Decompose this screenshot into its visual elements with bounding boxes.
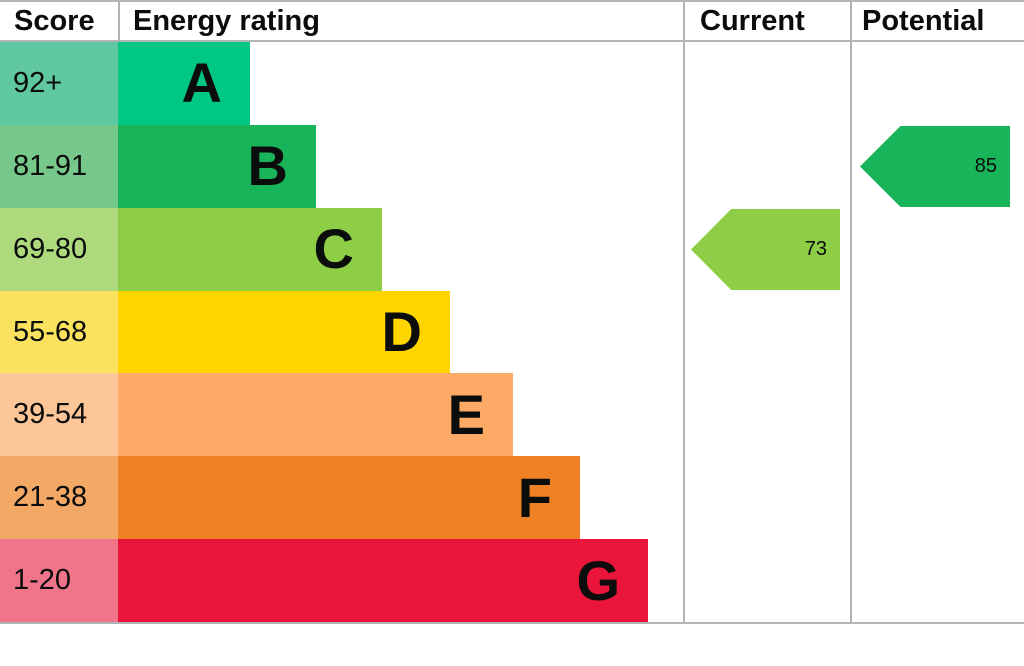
potential-rating-value: 85	[974, 155, 997, 177]
rating-row-d: 55-68 D	[0, 290, 683, 374]
rating-row-a: 92+ A	[0, 42, 683, 125]
score-range-cell: 92+	[0, 42, 118, 125]
rating-letter: G	[576, 548, 620, 612]
rating-rows: 92+ A 81-91 B 69-80 C 55-68 D 39-54	[0, 42, 683, 623]
score-range-cell: 55-68	[0, 290, 118, 374]
rating-row-e: 39-54 E	[0, 373, 683, 457]
rating-row-b: 81-91 B	[0, 124, 683, 208]
score-range-cell: 69-80	[0, 207, 118, 291]
rating-bar-f: F	[118, 456, 580, 540]
rating-letter: D	[381, 300, 422, 363]
table-top-border	[0, 0, 1024, 2]
score-range-cell: 1-20	[0, 539, 118, 623]
rating-letter: C	[313, 217, 354, 281]
rating-row-g: 1-20 G	[0, 539, 683, 623]
score-range-cell: 21-38	[0, 456, 118, 540]
rating-letter: B	[247, 134, 288, 198]
rating-bar-e: E	[118, 373, 513, 457]
header-potential: Potential	[862, 5, 985, 37]
rating-letter: A	[181, 51, 222, 115]
score-range-cell: 81-91	[0, 124, 118, 208]
header-bottom-border	[0, 40, 1024, 42]
rating-bar-d: D	[118, 290, 450, 374]
rating-bar-b: B	[118, 124, 316, 208]
header-score: Score	[14, 5, 95, 37]
column-divider-current	[683, 0, 685, 624]
rating-bar-c: C	[118, 207, 382, 291]
rating-letter: F	[517, 465, 552, 529]
header-energy-rating: Energy rating	[133, 5, 320, 37]
header-current: Current	[700, 5, 805, 37]
rating-letter: E	[447, 382, 485, 446]
rating-bar-a: A	[118, 42, 250, 125]
rating-bar-g: G	[118, 539, 648, 623]
column-divider-potential	[850, 0, 852, 624]
table-bottom-border	[0, 622, 1024, 624]
current-rating-arrow: 73	[691, 209, 840, 290]
rating-row-f: 21-38 F	[0, 456, 683, 540]
current-rating-value: 73	[804, 238, 827, 260]
rating-row-c: 69-80 C	[0, 207, 683, 291]
column-divider-score	[118, 0, 120, 40]
score-range-cell: 39-54	[0, 373, 118, 457]
potential-rating-arrow: 85	[860, 126, 1010, 207]
